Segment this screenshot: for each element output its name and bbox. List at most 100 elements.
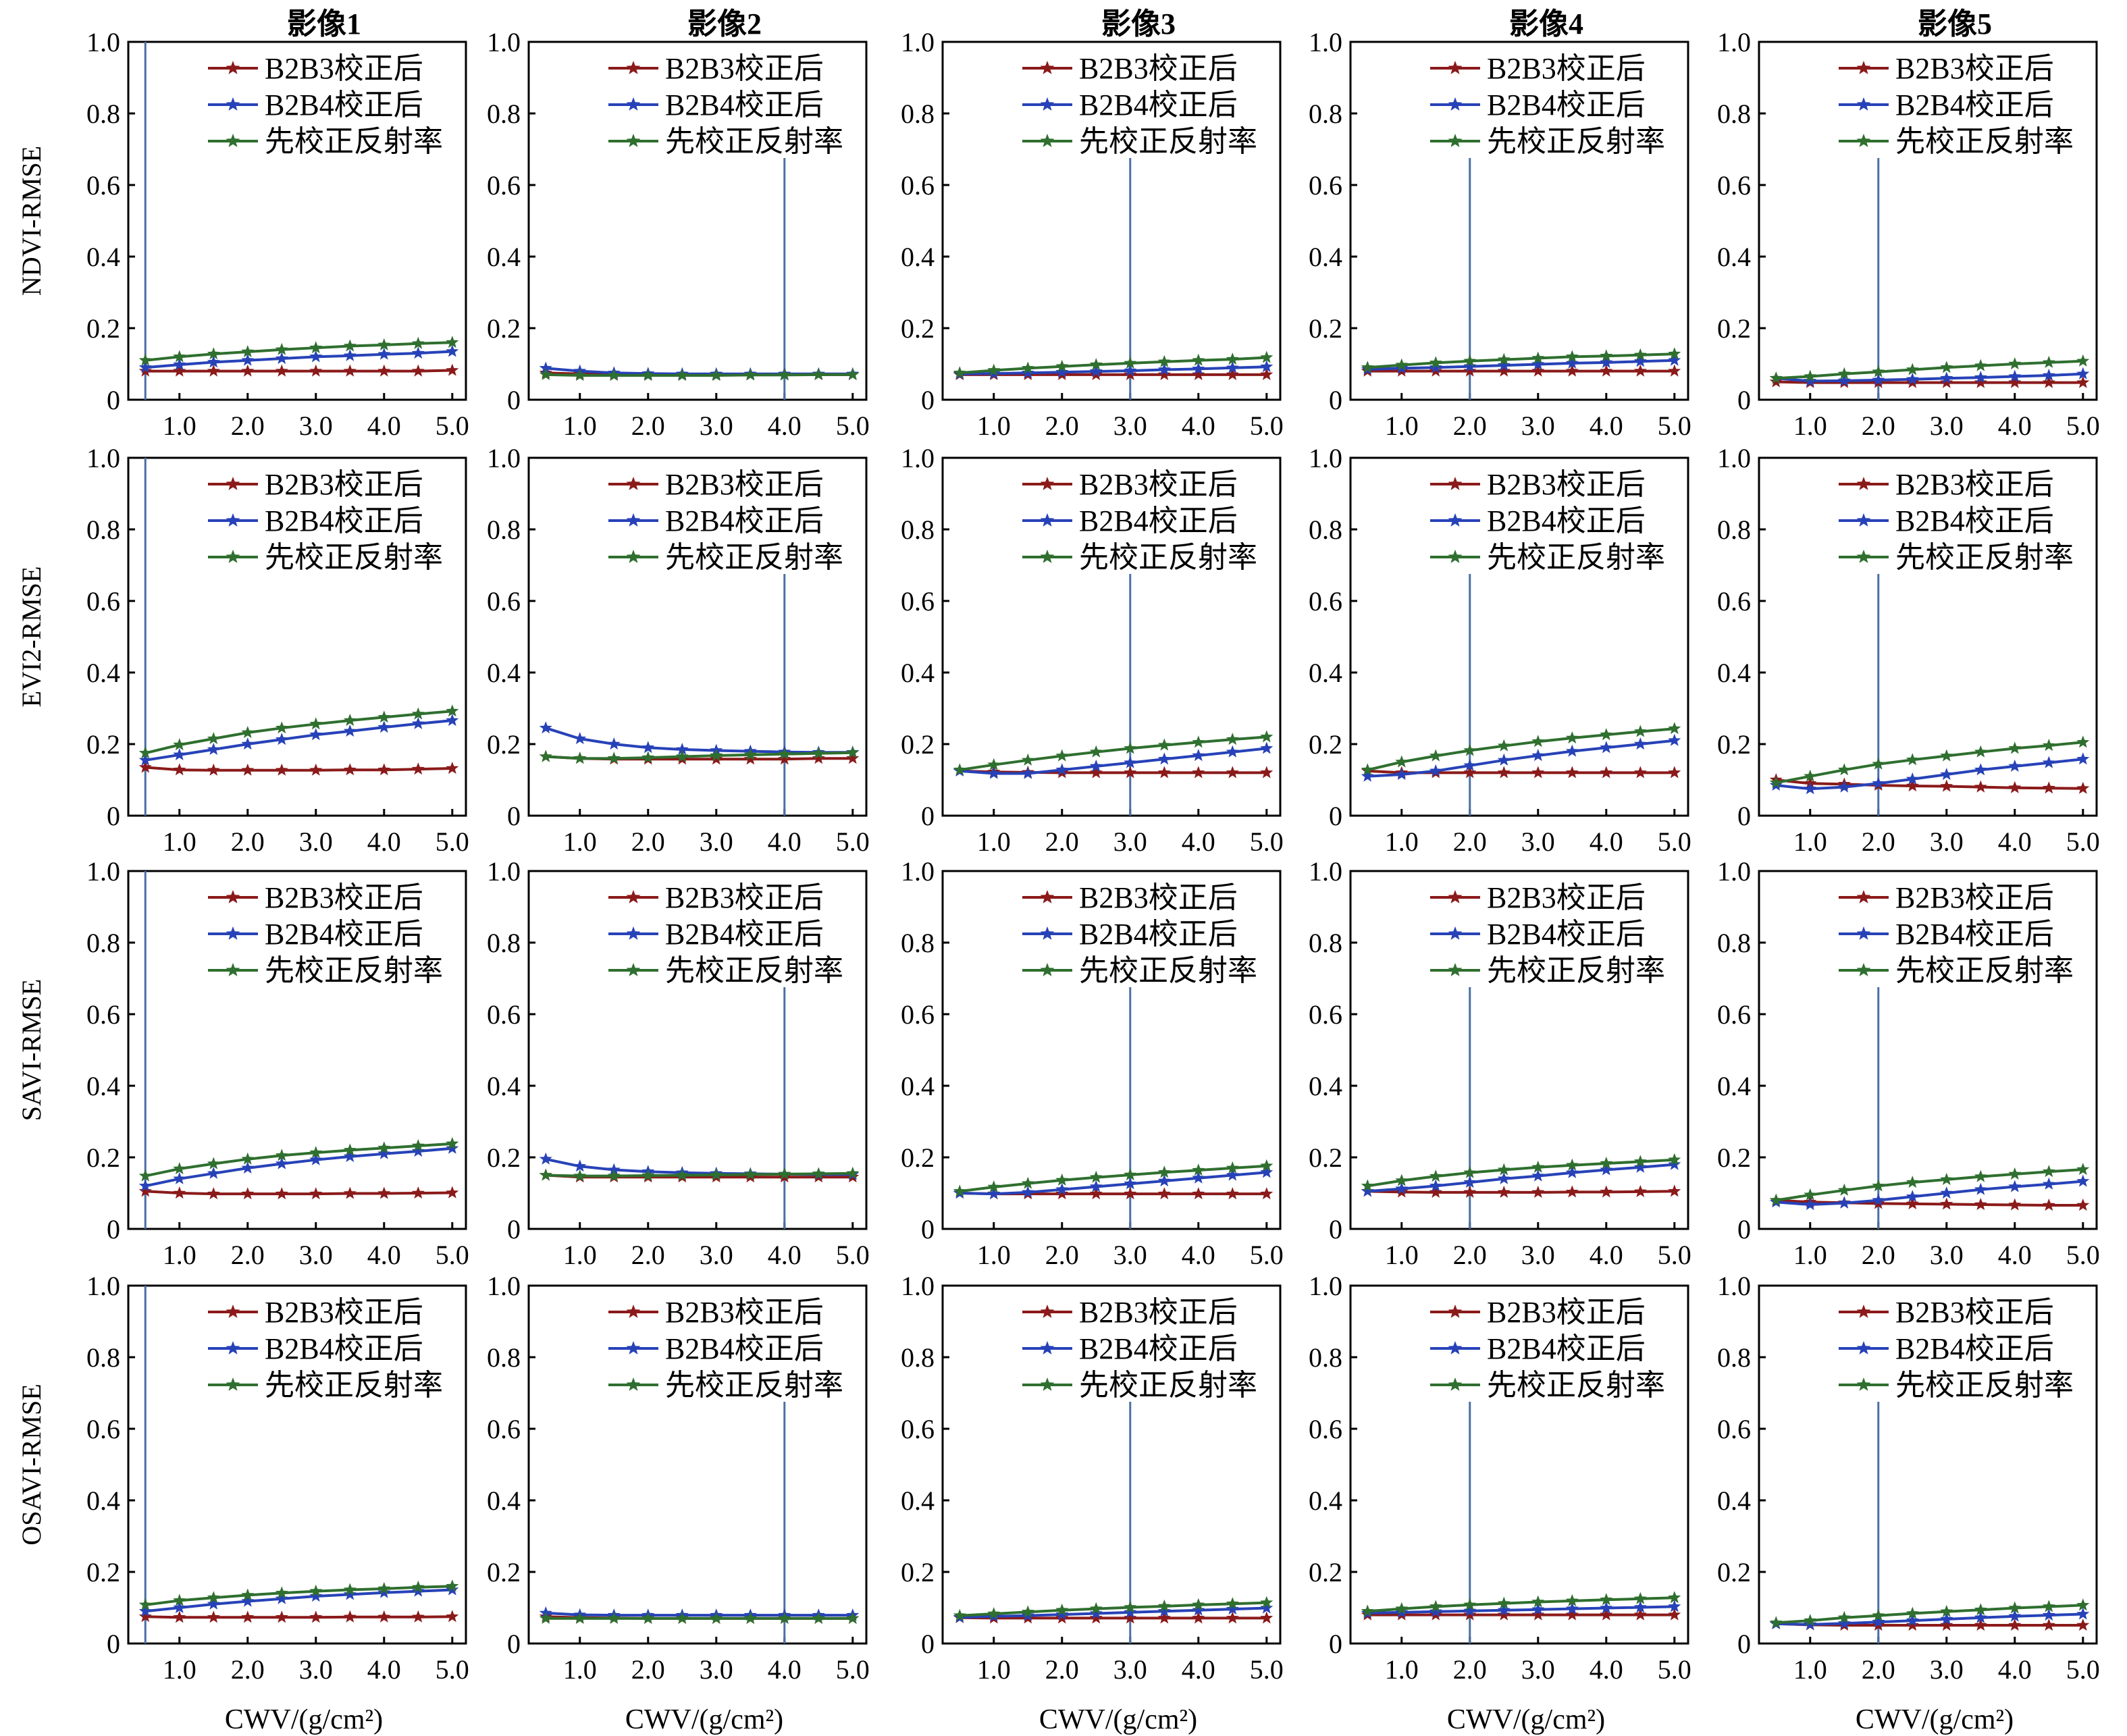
data-point-pre	[1192, 1598, 1205, 1610]
data-point-b2b4	[173, 747, 186, 760]
data-point-pre	[1565, 731, 1579, 744]
data-point-pre	[343, 1143, 357, 1156]
data-point-b2b4	[2042, 1608, 2055, 1621]
data-point-b2b4	[1260, 360, 1273, 373]
data-point-pre	[1463, 1165, 1477, 1178]
data-point-pre	[241, 345, 255, 358]
data-point-pre	[1055, 749, 1069, 762]
y-tick-label: 0.4	[901, 1485, 935, 1516]
data-point-pre	[1260, 1159, 1273, 1172]
data-point-pre	[1089, 1602, 1103, 1614]
data-point-b2b4	[1531, 357, 1545, 370]
y-tick-label: 0	[921, 801, 935, 831]
data-point-pre	[1974, 359, 1987, 371]
data-point-pre	[778, 747, 791, 760]
data-point-b2b3	[241, 1610, 255, 1623]
x-axis-title: CWV/(g/cm²)	[225, 1704, 383, 1735]
data-point-b2b4	[1633, 354, 1647, 367]
legend-marker	[626, 61, 641, 74]
legend-label: 先校正反射率	[1079, 954, 1257, 987]
data-point-pre	[641, 1611, 655, 1624]
y-tick-label: 1.0	[901, 856, 935, 887]
y-tick-label: 0.6	[1717, 999, 1751, 1030]
data-point-b2b3	[1226, 367, 1239, 380]
data-point-pre	[987, 1607, 1001, 1620]
legend-label: B2B3校正后	[1079, 52, 1238, 85]
legend-marker	[1040, 477, 1055, 490]
y-tick-label: 0.8	[487, 515, 521, 545]
data-point-pre	[1837, 367, 1851, 379]
y-tick-label: 0.2	[86, 1142, 120, 1173]
data-point-pre	[1021, 361, 1034, 374]
x-axis-title: CWV/(g/cm²)	[1856, 1704, 2014, 1735]
x-tick-label: 4.0	[1182, 1654, 1215, 1685]
data-point-b2b3	[1906, 779, 1919, 792]
legend-marker	[626, 963, 641, 976]
data-point-pre	[1974, 745, 1987, 758]
x-tick-label: 2.0	[1862, 1240, 1895, 1270]
data-point-pre	[1157, 1599, 1171, 1612]
y-tick-label: 0	[1737, 801, 1751, 831]
subplot-evi2-rmse-1: 0 0.2 0.4 0.6 0.8 1.0 1.0 2.0 3.0 4.0 5.0 B2B3校正后B2…	[86, 443, 469, 857]
data-point-pre	[343, 714, 357, 727]
y-tick-label: 0.2	[1717, 729, 1751, 760]
y-tick-label: 0.6	[487, 1414, 521, 1444]
data-point-b2b3	[1633, 1184, 1647, 1197]
data-point-pre	[1226, 352, 1239, 365]
data-point-b2b3	[1565, 364, 1579, 377]
y-tick-label: 0.4	[901, 1071, 935, 1101]
data-point-b2b3	[778, 752, 791, 765]
y-tick-label: 0.4	[86, 1071, 120, 1101]
series-line-b2b4	[1776, 1180, 2083, 1207]
data-point-b2b3	[1906, 1619, 1919, 1631]
y-tick-label: 0	[507, 1214, 521, 1244]
subplot-osavi-rmse-3: 0 0.2 0.4 0.6 0.8 1.0 1.0 2.0 3.0 4.0 5.0 B2B3校正后B2…	[901, 1271, 1284, 1735]
data-point-pre	[1837, 1610, 1851, 1623]
data-point-pre	[1565, 350, 1579, 363]
data-point-pre	[1872, 757, 1885, 770]
legend-label: 先校正反射率	[1895, 1369, 2074, 1402]
y-tick-label: 1.0	[86, 856, 120, 887]
legend-marker	[226, 550, 240, 563]
data-point-pre	[1600, 1157, 1613, 1169]
x-axis-title: CWV/(g/cm²)	[1447, 1704, 1605, 1735]
y-tick-label: 0.8	[1309, 99, 1342, 129]
y-tick-label: 0.6	[487, 999, 521, 1030]
data-point-b2b4	[343, 1587, 357, 1600]
data-point-pre	[1872, 1179, 1885, 1192]
data-point-b2b4	[1804, 782, 1817, 795]
data-point-b2b4	[207, 743, 220, 755]
data-point-pre	[2008, 741, 2022, 754]
legend-marker	[226, 1377, 240, 1391]
legend-marker	[626, 477, 641, 490]
x-tick-label: 5.0	[436, 1654, 469, 1685]
x-tick-label: 5.0	[1658, 411, 1691, 441]
data-point-pre	[173, 350, 186, 363]
legend-marker	[226, 926, 240, 940]
data-point-pre	[1463, 354, 1477, 367]
subplot-osavi-rmse-5: 0 0.2 0.4 0.6 0.8 1.0 1.0 2.0 3.0 4.0 5.0 B2B3校正后B2…	[1717, 1271, 2100, 1735]
y-tick-label: 0.2	[1717, 1557, 1751, 1587]
data-point-b2b3	[1260, 1611, 1273, 1624]
x-tick-label: 2.0	[231, 1654, 265, 1685]
y-tick-label: 0.4	[1309, 658, 1342, 688]
data-point-b2b4	[1055, 1608, 1069, 1621]
legend-label: 先校正反射率	[265, 541, 443, 574]
y-tick-label: 0.8	[901, 928, 935, 958]
legend-label: B2B3校正后	[1895, 52, 2054, 85]
data-point-b2b4	[1565, 356, 1579, 369]
data-point-pre	[1124, 1600, 1137, 1613]
data-point-b2b4	[1157, 752, 1171, 765]
data-point-pre	[1804, 769, 1817, 782]
data-point-pre	[710, 1168, 723, 1181]
legend-label: 先校正反射率	[665, 125, 843, 158]
x-tick-label: 2.0	[1453, 826, 1487, 857]
y-tick-label: 0.4	[487, 658, 521, 688]
data-point-b2b4	[343, 724, 357, 737]
column-title: 影像4	[1509, 7, 1583, 41]
data-point-pre	[743, 1611, 757, 1624]
data-point-b2b4	[1600, 355, 1613, 368]
series-line-b2b3	[1776, 779, 2083, 790]
data-point-pre	[309, 717, 323, 730]
data-point-pre	[953, 1184, 966, 1197]
